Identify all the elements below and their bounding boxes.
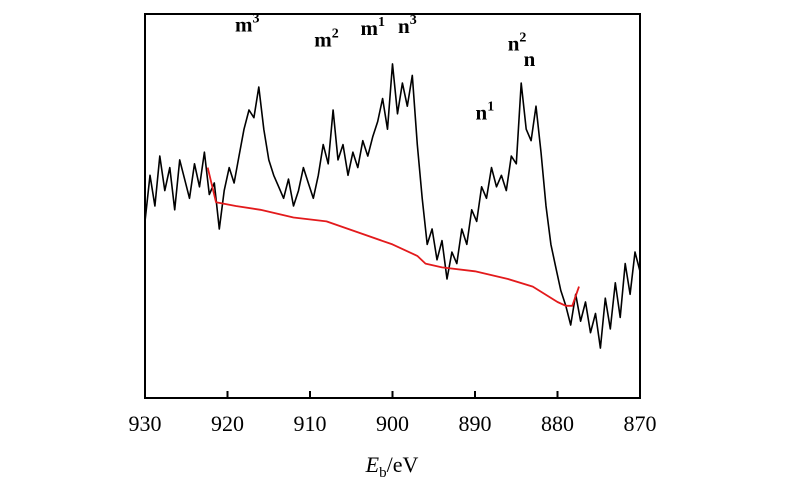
peak-label-base: n [508, 31, 520, 55]
x-tick-label: 920 [211, 411, 244, 436]
peak-label-superscript: 2 [332, 27, 339, 42]
peak-annotations: m3m2m1mn3n2nn1 [235, 11, 536, 125]
background-line [206, 167, 580, 307]
peak-label: n1 [476, 100, 495, 125]
peak-label-base: m [314, 28, 332, 52]
peak-label: n3 [398, 13, 417, 38]
x-axis-tick-labels: 930 920 910 900 890 880 870 [129, 411, 657, 436]
peak-label-base: n [476, 101, 488, 125]
x-axis-ticks [144, 391, 641, 398]
peak-label-base: n [524, 47, 536, 71]
x-tick-label: 900 [376, 411, 409, 436]
x-axis-label-unit: /eV [387, 452, 419, 477]
peak-label-base: m [235, 12, 253, 36]
peak-label: m3 [235, 11, 259, 36]
peak-label: m2 [314, 27, 339, 52]
peak-label: n2 [508, 30, 527, 55]
x-axis-label-main: E [365, 452, 380, 477]
x-tick-label: 930 [129, 411, 162, 436]
x-axis-label: Eb/eV [365, 452, 419, 481]
peak-label: n [524, 47, 536, 71]
peak-label-base: n [398, 14, 410, 38]
peak-label-superscript: 2 [519, 30, 526, 45]
x-tick-label: 870 [624, 411, 657, 436]
peak-label-superscript: 3 [410, 13, 417, 28]
x-tick-label: 890 [459, 411, 492, 436]
x-tick-label: 910 [294, 411, 327, 436]
x-tick-label: 880 [541, 411, 574, 436]
x-axis-label-sub: b [379, 465, 387, 481]
peak-label-superscript: 1 [487, 100, 494, 115]
peak-label-superscript: 3 [253, 11, 260, 26]
series-layer [144, 63, 641, 349]
peak-label-superscript: 1 [378, 15, 385, 30]
spectrum-line [144, 63, 641, 349]
peak-label-base: m [360, 16, 378, 40]
peak-label: m1 [360, 15, 385, 40]
